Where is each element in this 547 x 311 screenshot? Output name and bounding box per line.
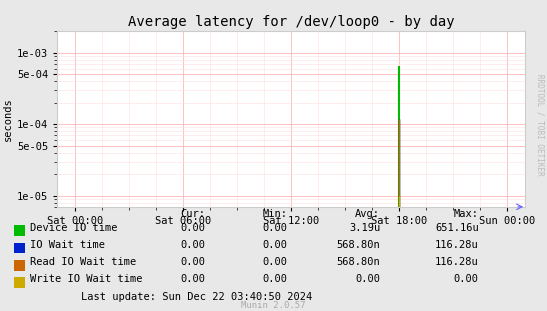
Text: 568.80n: 568.80n bbox=[336, 240, 380, 250]
Text: Min:: Min: bbox=[262, 209, 287, 219]
Text: Read IO Wait time: Read IO Wait time bbox=[30, 257, 136, 267]
Text: 116.28u: 116.28u bbox=[435, 257, 479, 267]
Text: 0.00: 0.00 bbox=[262, 274, 287, 284]
Text: 0.00: 0.00 bbox=[355, 274, 380, 284]
Text: 651.16u: 651.16u bbox=[435, 223, 479, 233]
Text: RRDTOOL / TOBI OETIKER: RRDTOOL / TOBI OETIKER bbox=[536, 73, 544, 175]
Text: 568.80n: 568.80n bbox=[336, 257, 380, 267]
Text: Last update: Sun Dec 22 03:40:50 2024: Last update: Sun Dec 22 03:40:50 2024 bbox=[80, 292, 312, 302]
Text: Munin 2.0.57: Munin 2.0.57 bbox=[241, 301, 306, 310]
Text: 0.00: 0.00 bbox=[180, 223, 205, 233]
Y-axis label: seconds: seconds bbox=[3, 97, 13, 141]
Text: 0.00: 0.00 bbox=[262, 223, 287, 233]
Text: 3.19u: 3.19u bbox=[349, 223, 380, 233]
Text: 0.00: 0.00 bbox=[180, 274, 205, 284]
Text: Cur:: Cur: bbox=[180, 209, 205, 219]
Text: 0.00: 0.00 bbox=[180, 240, 205, 250]
Title: Average latency for /dev/loop0 - by day: Average latency for /dev/loop0 - by day bbox=[128, 15, 455, 29]
Text: Write IO Wait time: Write IO Wait time bbox=[30, 274, 143, 284]
Text: 0.00: 0.00 bbox=[262, 240, 287, 250]
Text: Avg:: Avg: bbox=[355, 209, 380, 219]
Text: IO Wait time: IO Wait time bbox=[30, 240, 105, 250]
Text: 116.28u: 116.28u bbox=[435, 240, 479, 250]
Text: 0.00: 0.00 bbox=[262, 257, 287, 267]
Text: 0.00: 0.00 bbox=[180, 257, 205, 267]
Text: Max:: Max: bbox=[453, 209, 479, 219]
Text: 0.00: 0.00 bbox=[453, 274, 479, 284]
Text: Device IO time: Device IO time bbox=[30, 223, 118, 233]
